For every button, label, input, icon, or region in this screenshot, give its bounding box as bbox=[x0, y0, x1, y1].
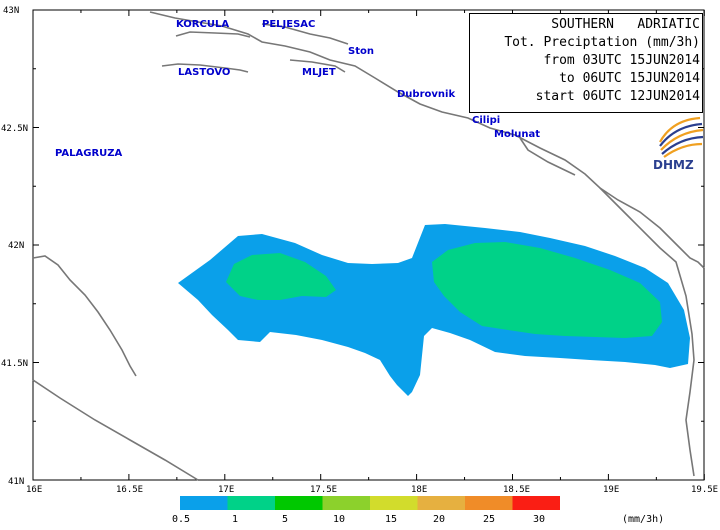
title-start: start 06UTC 12JUN2014 bbox=[535, 89, 700, 104]
legend-tick-label: 15 bbox=[385, 514, 397, 525]
axis-ticks bbox=[32, 9, 705, 481]
lon-tick-18E: 18E bbox=[411, 485, 427, 495]
dhmz-swirl-logo-icon bbox=[659, 116, 704, 158]
legend-color-bar bbox=[180, 496, 560, 510]
legend-swatch bbox=[322, 496, 370, 510]
legend-tick-label: 30 bbox=[533, 514, 545, 525]
precip-area-moderate-west bbox=[226, 253, 336, 300]
legend-swatch bbox=[275, 496, 323, 510]
legend-swatch bbox=[227, 496, 275, 510]
legend-tick-label: 25 bbox=[483, 514, 495, 525]
legend-swatch bbox=[512, 496, 560, 510]
lon-tick-19.5E: 19.5E bbox=[691, 485, 718, 495]
place-label-dubrovnik: Dubrovnik bbox=[397, 89, 455, 100]
title-to: to 06UTC 15JUN2014 bbox=[559, 71, 700, 86]
lat-tick-41N: 41N bbox=[8, 477, 24, 487]
lon-tick-16E: 16E bbox=[26, 485, 42, 495]
place-label-ston: Ston bbox=[348, 46, 374, 57]
legend-swatch bbox=[465, 496, 513, 510]
place-label-palagruza: PALAGRUZA bbox=[55, 148, 123, 159]
legend-unit: (mm/3h) bbox=[622, 514, 664, 525]
title-region: SOUTHERN ADRIATIC bbox=[551, 17, 700, 32]
coastlines bbox=[32, 11, 705, 481]
title-from: from 03UTC 15JUN2014 bbox=[543, 53, 700, 68]
dhmz-logo-text: DHMZ bbox=[653, 158, 694, 172]
legend-tick-label: 20 bbox=[433, 514, 445, 525]
title-box: SOUTHERN ADRIATIC Tot. Preciptation (mm/… bbox=[469, 13, 703, 113]
precip-area-moderate-east bbox=[432, 242, 662, 338]
legend-tick-label: 1 bbox=[232, 514, 238, 525]
lon-tick-18.5E: 18.5E bbox=[503, 485, 530, 495]
place-label-lastovo: LASTOVO bbox=[178, 67, 230, 78]
legend-swatch bbox=[180, 496, 228, 510]
lat-tick-41.5N: 41.5N bbox=[1, 359, 28, 369]
lat-tick-42.5N: 42.5N bbox=[1, 124, 28, 134]
legend-tick-label: 5 bbox=[282, 514, 288, 525]
lon-tick-19E: 19E bbox=[603, 485, 619, 495]
title-variable: Tot. Preciptation (mm/3h) bbox=[504, 35, 700, 50]
lat-tick-42N: 42N bbox=[8, 241, 24, 251]
legend-swatch bbox=[417, 496, 465, 510]
place-label-korcula: KORCULA bbox=[176, 19, 229, 30]
lon-tick-17E: 17E bbox=[218, 485, 234, 495]
legend-tick-label: 0.5 bbox=[172, 514, 190, 525]
place-label-mljet: MLJET bbox=[302, 67, 336, 78]
legend-tick-label: 10 bbox=[333, 514, 345, 525]
lon-tick-16.5E: 16.5E bbox=[116, 485, 143, 495]
lon-tick-17.5E: 17.5E bbox=[310, 485, 337, 495]
legend-tick-labels: 0.5 1 5 10 15 20 25 30 bbox=[172, 514, 545, 525]
lat-tick-43N: 43N bbox=[3, 6, 19, 16]
place-label-peljesac: PELJESAC bbox=[262, 19, 315, 30]
place-label-molunat: Molunat bbox=[494, 129, 540, 140]
legend-swatch bbox=[370, 496, 418, 510]
place-label-cilipi: Cilipi bbox=[472, 115, 500, 126]
